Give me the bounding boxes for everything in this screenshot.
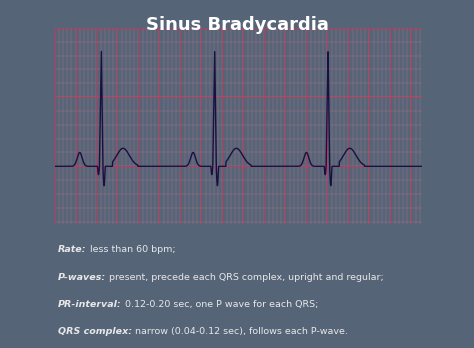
Text: P-waves:: P-waves:	[58, 273, 106, 282]
Text: QRS complex:: QRS complex:	[58, 327, 132, 336]
Text: 0.12-0.20 sec, one P wave for each QRS;: 0.12-0.20 sec, one P wave for each QRS;	[122, 300, 318, 309]
Text: present, precede each QRS complex, upright and regular;: present, precede each QRS complex, uprig…	[106, 273, 384, 282]
Text: Sinus Bradycardia: Sinus Bradycardia	[146, 16, 328, 34]
Text: less than 60 bpm;: less than 60 bpm;	[87, 245, 175, 254]
Text: narrow (0.04-0.12 sec), follows each P-wave.: narrow (0.04-0.12 sec), follows each P-w…	[132, 327, 348, 336]
Text: PR-interval:: PR-interval:	[58, 300, 122, 309]
Text: Rate:: Rate:	[58, 245, 87, 254]
